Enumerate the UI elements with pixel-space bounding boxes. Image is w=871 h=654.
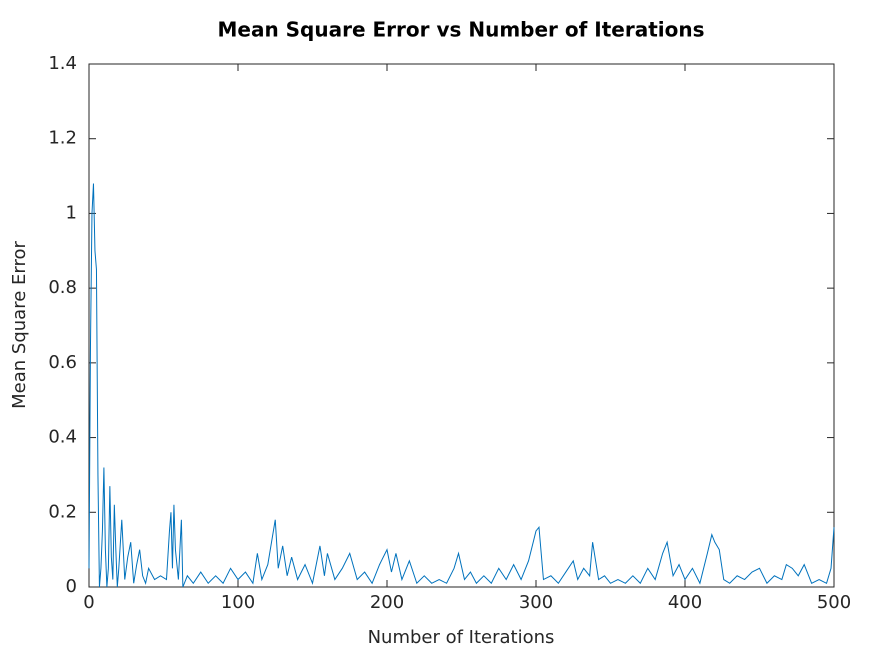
- y-tick-label: 1: [66, 202, 77, 223]
- x-axis-label: Number of Iterations: [368, 627, 555, 648]
- y-tick-label: 1.4: [48, 53, 77, 74]
- x-tick-label: 300: [519, 592, 553, 613]
- data-line: [88, 183, 835, 588]
- y-tick-label: 1.2: [48, 128, 77, 149]
- y-tick-label: 0.8: [48, 277, 77, 298]
- y-tick-label: 0.6: [48, 352, 77, 373]
- x-tick-label: 200: [370, 592, 404, 613]
- chart-title: Mean Square Error vs Number of Iteration…: [217, 18, 704, 42]
- x-tick-label: 500: [817, 592, 851, 613]
- x-tick-label: 100: [221, 592, 255, 613]
- y-tick-label: 0: [66, 576, 77, 597]
- y-tick-label: 0.2: [48, 501, 77, 522]
- x-tick-label: 400: [668, 592, 702, 613]
- y-tick-label: 0.4: [48, 427, 77, 448]
- y-axis-label: Mean Square Error: [9, 241, 30, 409]
- x-tick-label: 0: [83, 592, 94, 613]
- plot-frame: [88, 63, 835, 588]
